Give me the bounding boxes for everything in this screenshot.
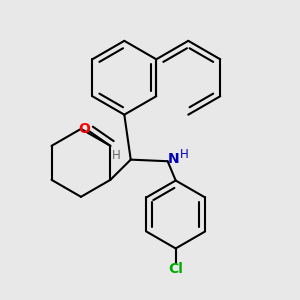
Text: H: H xyxy=(112,149,121,162)
Text: Cl: Cl xyxy=(168,262,183,276)
Text: H: H xyxy=(180,148,189,161)
Text: O: O xyxy=(78,122,90,136)
Text: N: N xyxy=(168,152,179,166)
